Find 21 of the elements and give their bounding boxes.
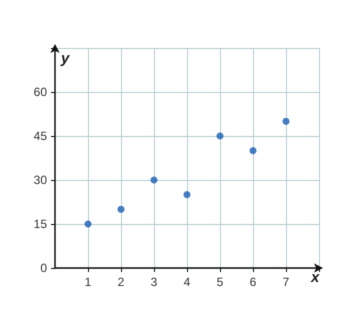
point <box>184 191 190 198</box>
x-tick-label: 4 <box>184 275 191 289</box>
point <box>216 132 224 140</box>
y-tick-label: 0 <box>40 261 48 275</box>
x-tick-label: 1 <box>84 275 92 289</box>
y-tick-label: 30 <box>34 173 48 187</box>
y-tick-label: 60 <box>34 85 48 99</box>
point <box>250 147 256 154</box>
y-tick-label: 45 <box>34 129 48 143</box>
point <box>150 176 158 184</box>
point <box>84 220 92 228</box>
x-tick-label: 6 <box>250 275 257 289</box>
point <box>118 206 124 213</box>
x-tick-label: 7 <box>282 275 290 289</box>
point <box>282 118 290 125</box>
y-axis-title: y <box>60 50 70 67</box>
x-tick-label: 2 <box>118 275 125 289</box>
y-tick-label: 15 <box>34 217 48 231</box>
x-axis-title: x <box>310 269 320 286</box>
x-tick-label: 5 <box>216 275 224 289</box>
x-tick-label: 3 <box>150 275 158 289</box>
